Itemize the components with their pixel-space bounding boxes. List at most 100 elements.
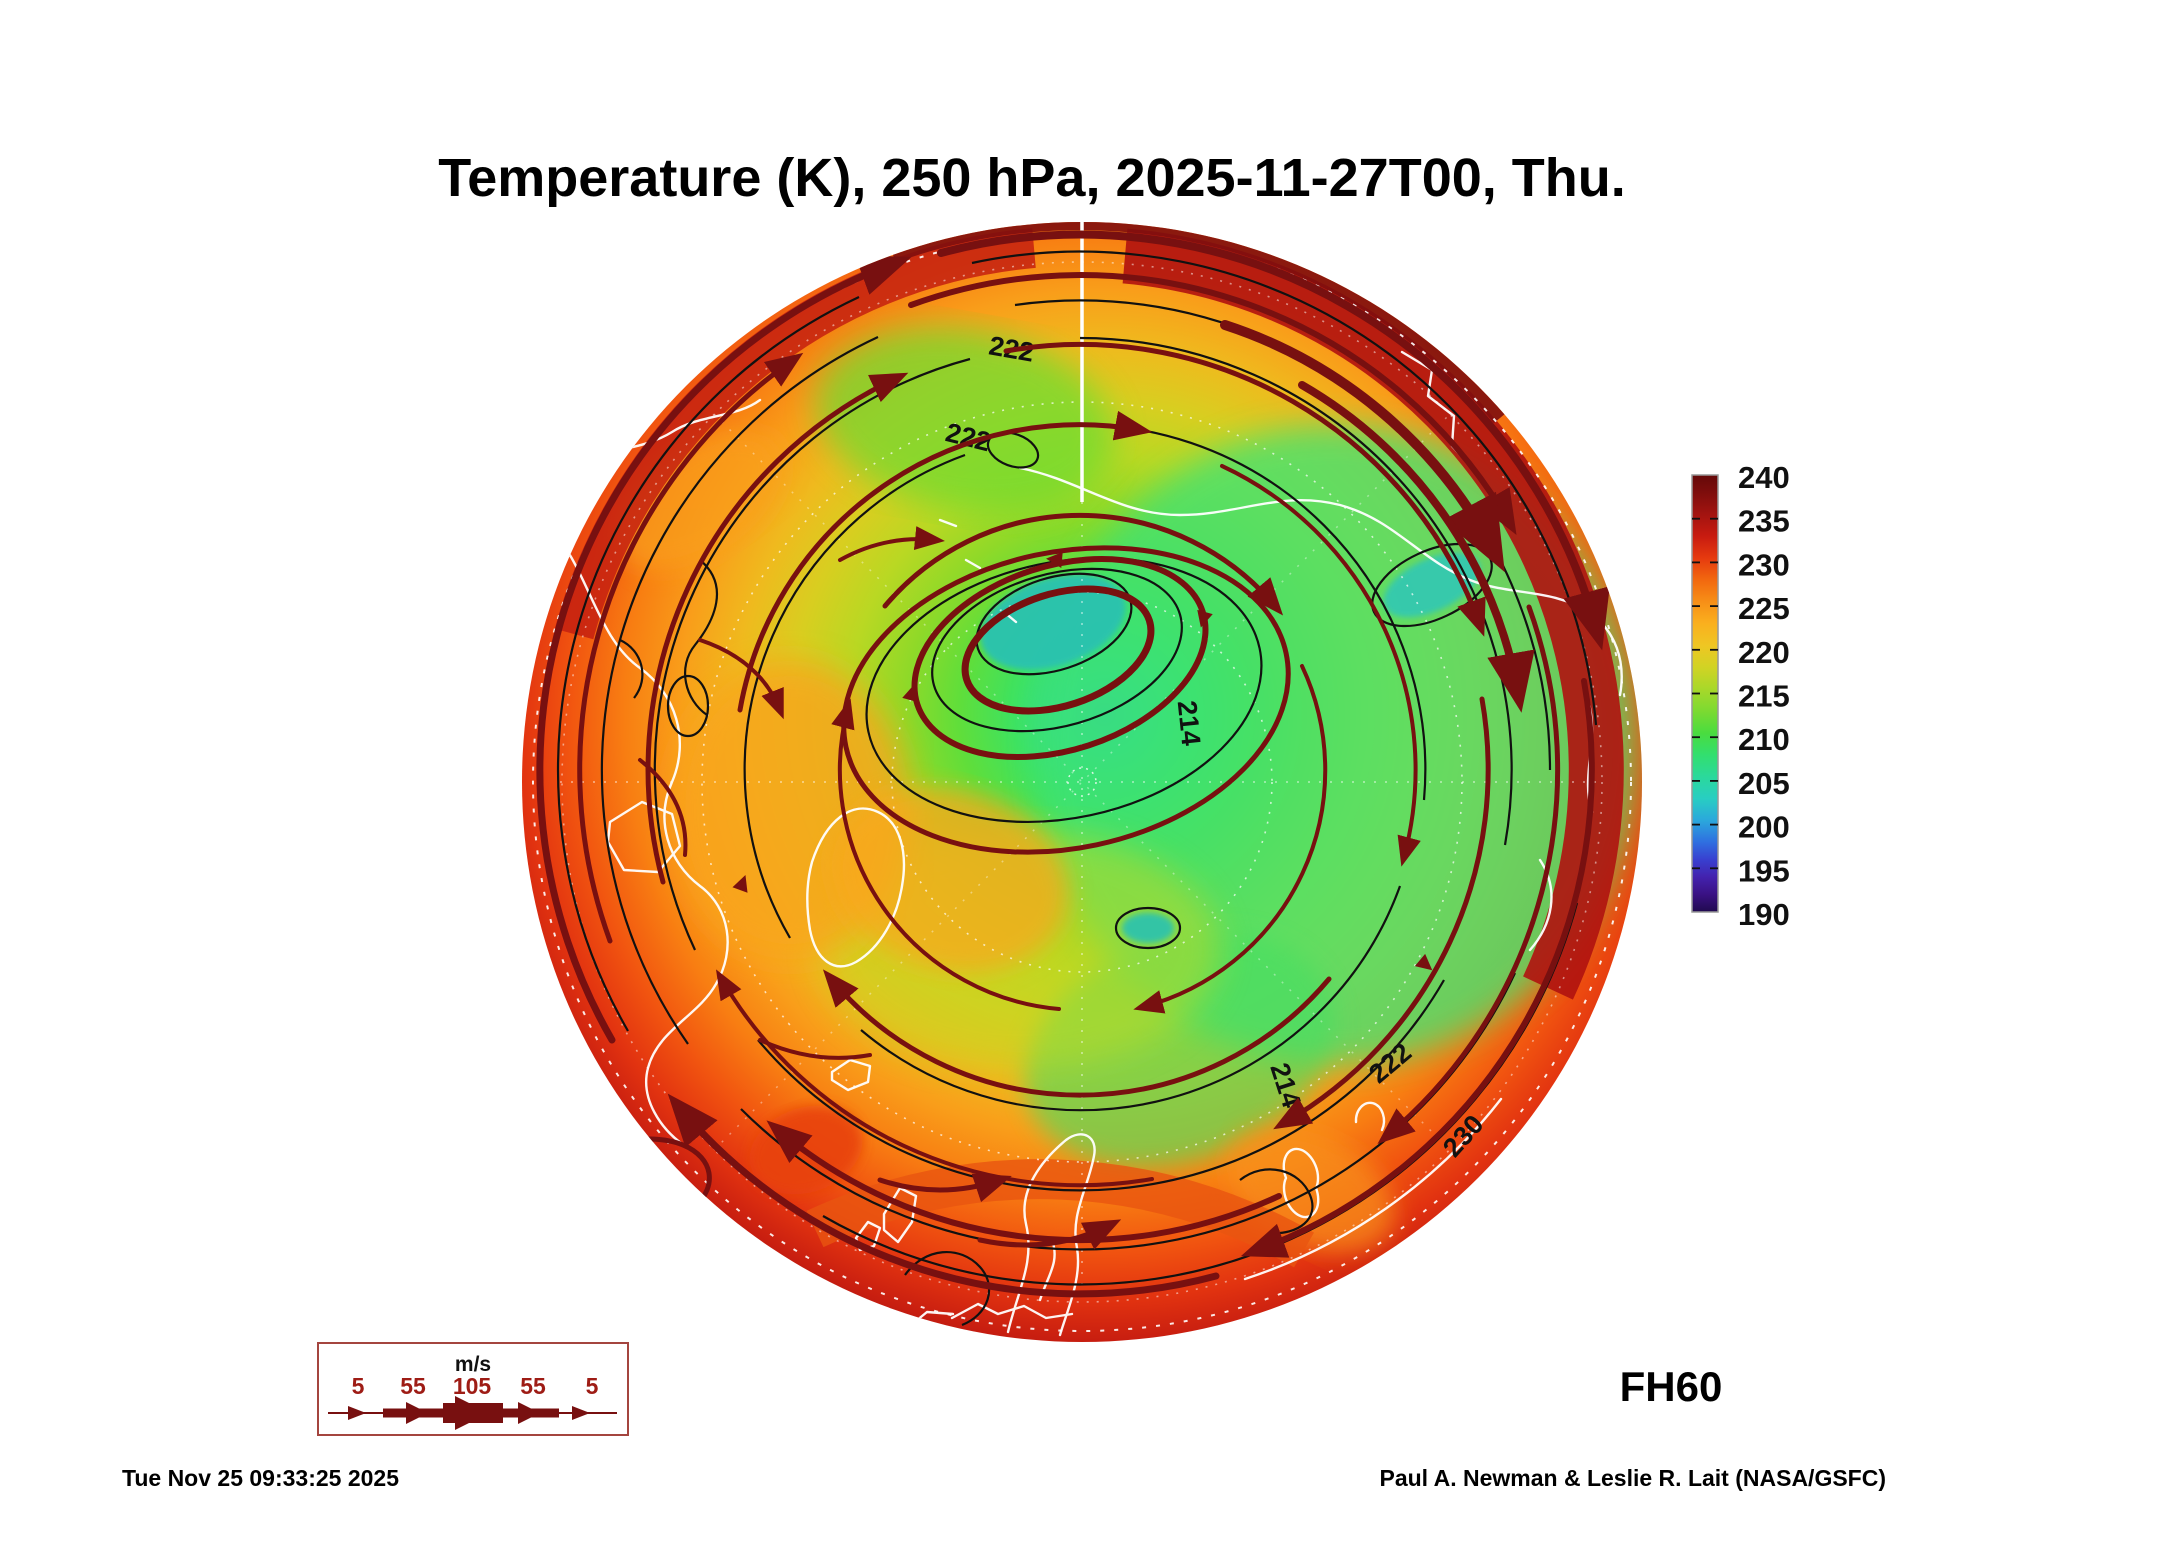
- coastline: [950, 1302, 1074, 1320]
- streamline: [638, 758, 688, 857]
- temperature-contour: [1079, 336, 1513, 846]
- warm-ring-south: [806, 1159, 1314, 1268]
- credit-line: Paul A. Newman & Leslie R. Lait (NASA/GS…: [1379, 1465, 1886, 1491]
- latitude-circle-inner: [891, 591, 1273, 973]
- graticule: [532, 222, 1632, 1332]
- streamline: [1003, 342, 1486, 637]
- streamline: [908, 272, 1517, 535]
- colorbar-label: 230: [1738, 547, 1790, 582]
- streamline: [1240, 678, 1595, 1258]
- temperature-contour: [904, 1251, 991, 1327]
- arrowhead: [455, 1396, 489, 1430]
- hot-ring-northwest: [554, 228, 1036, 640]
- wind-speed-legend: m/s 5 55 105 55 5: [317, 1342, 629, 1436]
- generation-timestamp: Tue Nov 25 09:33:25 2025: [122, 1465, 399, 1491]
- colorbar-label: 205: [1738, 766, 1790, 801]
- wind-streamlines: [536, 230, 1610, 1298]
- temperature-contour: [986, 431, 1040, 469]
- streamline: [1220, 464, 1421, 867]
- wind-speed-label: 5: [586, 1373, 599, 1399]
- colorbar-label: 220: [1738, 635, 1790, 670]
- arrowhead: [567, 1171, 583, 1188]
- arrowhead: [518, 1402, 540, 1424]
- streamline: [882, 512, 1284, 616]
- temperature-contour: [931, 567, 1183, 733]
- streamline: [698, 638, 784, 720]
- temperature-contour: [619, 638, 644, 699]
- streamline: [877, 1173, 1012, 1203]
- colorbar-ticks: [1692, 517, 1718, 870]
- streamline-jet: [1220, 320, 1505, 573]
- streamline: [645, 372, 909, 885]
- colorbar-label: 195: [1738, 853, 1790, 888]
- coastline: [830, 1058, 872, 1092]
- streamline: [831, 698, 1061, 1011]
- temperature-contour: [666, 674, 710, 738]
- streamline: [577, 352, 804, 944]
- contour-label: 222: [614, 1190, 663, 1244]
- colorbar-label: 200: [1738, 810, 1790, 845]
- arrowhead: [406, 1402, 428, 1424]
- arrowhead: [572, 1406, 590, 1420]
- arrowhead: [1197, 609, 1213, 628]
- arrowhead: [348, 1406, 366, 1420]
- streamline: [715, 969, 1154, 1188]
- streamline: [1133, 664, 1328, 1014]
- streamline: [1377, 604, 1561, 1145]
- wind-legend-unit: m/s: [455, 1353, 491, 1376]
- temperature-contour: [1114, 906, 1182, 950]
- wind-speed-label: 55: [520, 1373, 546, 1399]
- vortex-streamline: [961, 585, 1155, 715]
- arrowhead: [902, 684, 918, 703]
- forecast-hour-label: FH60: [1620, 1363, 1723, 1410]
- temperature-contour: [757, 979, 1445, 1192]
- arrowhead: [732, 874, 748, 893]
- colorbar-label: 240: [1738, 460, 1790, 495]
- streamline: [758, 1038, 872, 1060]
- temperature-contour: [556, 296, 860, 1032]
- streamline: [536, 255, 912, 1044]
- colorbar-label: 215: [1738, 679, 1790, 714]
- wind-speed-label: 55: [400, 1373, 426, 1399]
- wind-speed-label: 105: [453, 1373, 492, 1399]
- coastline: [558, 538, 729, 1150]
- wind-legend-arrow: [328, 1396, 617, 1430]
- plot-title: Temperature (K), 250 hPa, 2025-11-27T00,…: [438, 148, 1625, 208]
- contour-label: 214: [1172, 699, 1207, 747]
- wind-speed-label: 5: [352, 1373, 365, 1399]
- cold-pocket-south: [1122, 913, 1174, 943]
- contour-label: 230: [507, 396, 549, 448]
- colorbar-label: 235: [1738, 504, 1790, 539]
- temperature-contour: [684, 559, 718, 716]
- coldest-core: [980, 574, 1126, 670]
- arrowhead: [1046, 552, 1063, 568]
- streamline: [766, 1120, 1282, 1244]
- arrowhead: [1414, 953, 1433, 971]
- streamline-jet: [1298, 381, 1535, 713]
- colorbar-labels: 240 235 230 225 220 215 210 205 200 195 …: [1738, 460, 1790, 932]
- coastline: [1243, 1097, 1503, 1281]
- colorbar-label: 210: [1738, 722, 1790, 757]
- temperature-contour: [860, 885, 1402, 1112]
- streamline: [937, 230, 1610, 651]
- streamline: [1273, 696, 1491, 1130]
- polar-map: 230 222 222 214 214 222 222 230: [507, 222, 1642, 1342]
- streamline: [977, 1219, 1122, 1250]
- streamline: [667, 1093, 1220, 1298]
- temperature-contour: [1239, 1168, 1314, 1235]
- temperature-contour: [865, 556, 1263, 824]
- hot-ring-northeast: [1122, 228, 1624, 1000]
- temperature-contour: [600, 336, 879, 1045]
- colorbar-label: 225: [1738, 591, 1790, 626]
- streamline: [737, 410, 1153, 713]
- wind-legend-speeds: 5 55 105 55 5: [352, 1373, 599, 1399]
- colorbar: 240 235 230 225 220 215 210 205 200 195 …: [1691, 460, 1790, 932]
- map-boundary-dashes: [532, 232, 1632, 1332]
- temperature-contour: [653, 357, 971, 951]
- streamline: [838, 526, 945, 562]
- warm-patch-center: [831, 787, 1069, 973]
- streamline: [822, 969, 1332, 1098]
- coastline: [834, 1310, 914, 1338]
